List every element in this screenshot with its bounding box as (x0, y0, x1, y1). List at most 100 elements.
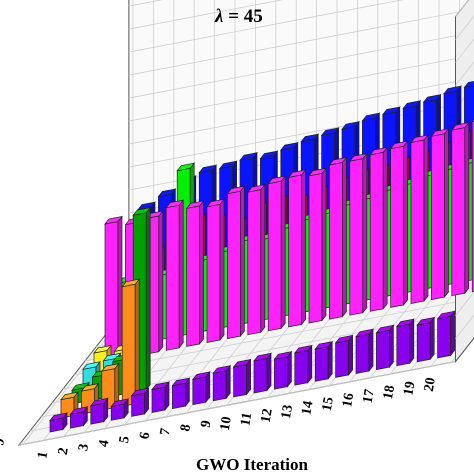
bar-side-face (145, 206, 151, 391)
bar-side-face (362, 152, 368, 314)
bar-front-face (308, 172, 323, 324)
bar-top-face (443, 85, 462, 95)
x-tick-label: 19 (401, 380, 418, 396)
bar-side-face (464, 121, 470, 295)
bar-front-face (410, 139, 425, 304)
bar-side-face (444, 127, 449, 299)
bar-top-face (71, 382, 90, 391)
bar-top-face (185, 200, 205, 209)
x-tick-label: 10 (218, 415, 235, 431)
bar-top-face (341, 121, 360, 130)
bar (165, 199, 185, 351)
bar-front-face (227, 190, 241, 340)
bar-top-face (287, 169, 307, 178)
bar-top-face (300, 133, 320, 143)
bar-side-face (327, 340, 333, 380)
wall-grid-line (128, 0, 284, 30)
bar (232, 358, 252, 398)
bar-top-face (422, 94, 442, 103)
bar-side-face (199, 199, 204, 345)
bar-side-face (178, 199, 184, 349)
bar-front-face (192, 376, 207, 406)
bar (121, 278, 141, 407)
x-tick-label: 20 (422, 376, 439, 392)
bar-top-face (314, 341, 334, 350)
bar-front-face (355, 333, 370, 374)
bar-top-face (80, 383, 100, 392)
bar-top-face (206, 198, 225, 208)
x-tick-label: 17 (361, 388, 378, 404)
bar-side-face (158, 210, 164, 353)
bar-top-face (102, 352, 122, 362)
bar-side-face (423, 134, 429, 302)
bars-group (49, 80, 474, 433)
bar-top-face (121, 278, 141, 288)
bar (430, 127, 450, 301)
bar-side-face (219, 198, 225, 341)
bar (369, 146, 389, 312)
wall-grid-line (128, 77, 474, 145)
bar (267, 175, 287, 332)
bar-top-face (104, 215, 123, 225)
bar-front-face (131, 392, 145, 417)
bar-front-face (431, 133, 445, 301)
title-rest: = 45 (223, 6, 262, 27)
bar-top-face (375, 324, 395, 334)
bar (328, 156, 348, 320)
bar-top-face (132, 207, 152, 216)
bar-top-face (100, 363, 120, 372)
bar-front-face (416, 322, 431, 363)
bar-top-face (273, 351, 293, 360)
bar-top-face (151, 381, 170, 391)
x-tick-label: 5 (117, 435, 133, 444)
bar-top-face (416, 316, 436, 326)
bar (436, 310, 456, 359)
bar (151, 381, 170, 413)
bar-top-face (226, 185, 246, 195)
bar-side-face (382, 146, 388, 310)
chart-title: λ = 45 (214, 6, 263, 27)
bar (89, 397, 109, 425)
side-tick-label: 9 (0, 437, 8, 446)
bar-front-face (206, 203, 221, 343)
bar-top-face (463, 80, 474, 88)
x-tick-label: 7 (158, 427, 174, 436)
bar-side-face (342, 156, 347, 318)
x-tick-label: 2 (56, 447, 72, 456)
bar-top-face (430, 128, 450, 137)
bar-top-face (157, 188, 177, 198)
bar-top-face (191, 371, 211, 380)
x-tick-label: 16 (340, 392, 357, 408)
bar-top-face (69, 406, 89, 415)
bar-top-face (381, 106, 401, 116)
bar-top-face (410, 134, 429, 144)
title-symbol: λ (214, 6, 223, 27)
bar (314, 340, 334, 382)
bar-front-face (294, 350, 309, 386)
bar-top-face (253, 352, 272, 362)
bar-top-face (171, 377, 191, 387)
bar-top-face (218, 160, 238, 170)
bar-top-face (293, 344, 313, 354)
bar-top-face (82, 361, 101, 370)
bar-top-face (137, 201, 156, 211)
bar (395, 318, 415, 367)
bar (375, 324, 395, 371)
bar-top-face (402, 100, 422, 109)
wall-grid-line (128, 31, 474, 99)
bar-top-face (320, 127, 340, 136)
bar-front-face (151, 386, 166, 413)
bar-front-face (165, 204, 180, 351)
bar (348, 152, 368, 316)
bar-top-face (232, 358, 252, 368)
bar-top-face (348, 153, 368, 162)
bar-top-face (165, 199, 185, 209)
bar-side-face (409, 318, 415, 365)
bar-side-face (225, 364, 231, 400)
x-tick-label: 3 (76, 443, 92, 452)
bar-top-face (246, 184, 266, 193)
bar (110, 398, 130, 421)
bar-side-face (307, 344, 313, 384)
bar-front-face (104, 221, 119, 363)
